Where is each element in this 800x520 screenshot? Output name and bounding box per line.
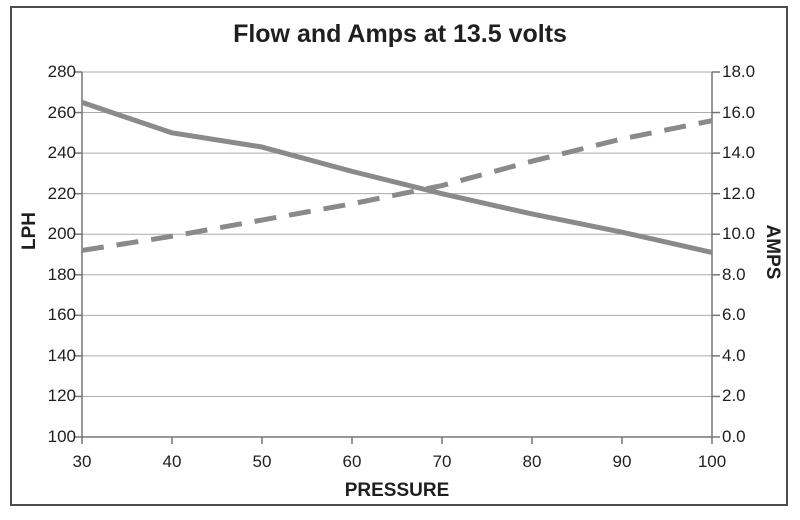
left-tick-label: 240 xyxy=(47,143,76,163)
right-tick-label: 12.0 xyxy=(722,183,756,203)
left-tick-label: 160 xyxy=(47,305,76,325)
right-tick-label: 16.0 xyxy=(722,102,756,122)
right-tick-label: 10.0 xyxy=(722,224,756,244)
x-tick-label: 70 xyxy=(432,452,452,471)
left-tick-label: 280 xyxy=(47,62,76,81)
right-axis-label: AMPS xyxy=(762,224,783,280)
chart-frame xyxy=(10,6,788,506)
series-line-flow xyxy=(81,100,713,255)
x-tick-label: 80 xyxy=(522,452,542,471)
right-tick-label: 0.0 xyxy=(722,427,746,446)
chart-title: Flow and Amps at 13.5 volts xyxy=(233,20,567,48)
x-tick-label: 90 xyxy=(612,452,632,471)
left-tick-label: 140 xyxy=(47,345,76,365)
left-tick-label: 200 xyxy=(47,224,76,244)
left-axis-label: LPH xyxy=(19,212,40,250)
series-line-amps xyxy=(81,118,713,253)
x-axis-label: PRESSURE xyxy=(344,480,450,501)
left-tick-label: 220 xyxy=(47,183,76,203)
right-tick-label: 4.0 xyxy=(722,345,746,365)
left-tick-label: 180 xyxy=(47,264,76,284)
x-tick-label: 50 xyxy=(252,452,272,471)
right-tick-label: 14.0 xyxy=(722,143,756,163)
left-tick-label: 260 xyxy=(47,102,76,122)
x-tick-label: 30 xyxy=(72,452,92,471)
right-tick-label: 8.0 xyxy=(722,264,746,284)
right-tick-label: 6.0 xyxy=(722,305,746,325)
left-tick-label: 100 xyxy=(47,427,76,446)
left-tick-label: 120 xyxy=(47,386,76,406)
x-tick-label: 40 xyxy=(162,452,182,471)
right-tick-label: 2.0 xyxy=(722,386,746,406)
x-tick-label: 100 xyxy=(697,452,727,471)
right-tick-label: 18.0 xyxy=(722,62,756,81)
x-tick-label: 60 xyxy=(342,452,362,471)
